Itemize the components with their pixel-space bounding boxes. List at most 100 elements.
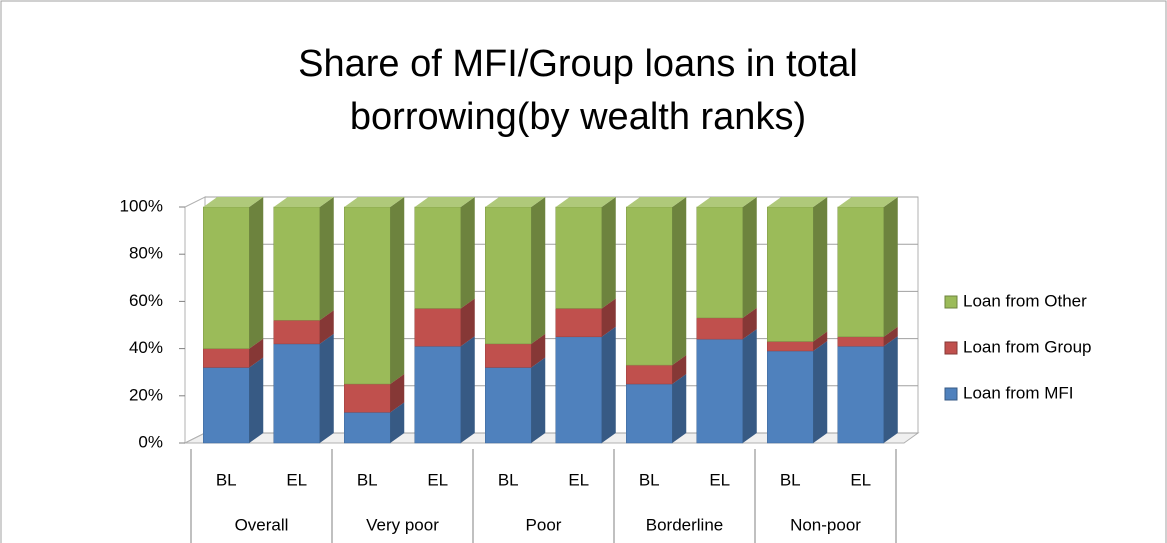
y-tick-label: 80% — [129, 244, 163, 263]
bar-side — [742, 197, 757, 318]
bar-segment — [203, 206, 250, 349]
x-tick-label: BL — [639, 470, 660, 489]
bar-side — [460, 336, 475, 443]
bar-segment — [414, 206, 461, 309]
legend-swatch — [944, 341, 958, 355]
bar-segment — [696, 338, 743, 444]
bar-side — [319, 310, 334, 344]
bar-segment — [273, 343, 320, 444]
bar-segment — [414, 308, 461, 347]
bar-side — [390, 374, 405, 413]
bar-side — [319, 333, 334, 443]
bar-segment — [203, 367, 250, 444]
y-tick-label: 40% — [129, 338, 163, 357]
y-tick-label: 100% — [120, 196, 163, 215]
bar-segment — [344, 383, 391, 413]
x-tick-label: BL — [780, 470, 801, 489]
bar-side — [672, 355, 687, 384]
y-tick-label: 20% — [129, 385, 163, 404]
bar-segment — [767, 206, 814, 342]
bar-side — [742, 307, 757, 340]
bar-side — [460, 197, 475, 309]
bar-segment — [696, 206, 743, 319]
bar-segment — [485, 343, 532, 368]
group-label: Poor — [526, 515, 562, 534]
bar-side — [531, 333, 546, 368]
bar-side — [601, 197, 616, 309]
bar-side — [742, 329, 757, 443]
bar-segment — [626, 206, 673, 366]
bar-side — [883, 326, 898, 347]
y-tick-label: 0% — [138, 432, 163, 451]
bar-top — [203, 197, 264, 207]
bar-segment — [414, 345, 461, 444]
legend-label: Loan from Other — [963, 291, 1087, 310]
bar-top — [767, 197, 828, 207]
legend-swatch — [944, 295, 958, 309]
group-label: Non-poor — [790, 515, 861, 534]
bar-top — [485, 197, 546, 207]
bar-segment — [626, 364, 673, 385]
legend-swatch — [944, 387, 958, 401]
bar-segment — [555, 336, 602, 444]
bar-side — [249, 338, 264, 368]
bar-side — [883, 336, 898, 443]
bar-top — [626, 197, 687, 207]
legend-label: Loan from Group — [963, 337, 1092, 356]
bar-top — [837, 197, 898, 207]
bar-side — [883, 197, 898, 337]
bar-top — [696, 197, 757, 207]
bar-side — [531, 197, 546, 344]
bar-segment — [837, 206, 884, 338]
bar-segment — [273, 206, 320, 321]
bar-side — [813, 197, 828, 342]
bar-segment — [344, 412, 391, 444]
x-tick-label: BL — [498, 470, 519, 489]
bar-segment — [837, 336, 884, 347]
x-tick-label: EL — [568, 470, 589, 489]
bar-side — [390, 402, 405, 443]
group-label: Very poor — [366, 515, 439, 534]
bar-segment — [344, 206, 391, 385]
x-tick-label: BL — [357, 470, 378, 489]
side-wall — [184, 196, 206, 444]
bar-side — [672, 374, 687, 443]
chart-title: Share of MFI/Group loans in total borrow… — [298, 43, 858, 138]
bar-side — [813, 331, 828, 351]
bar-segment — [767, 341, 814, 352]
bar-side — [249, 197, 264, 349]
bar-segment — [555, 206, 602, 309]
bar-segment — [485, 367, 532, 444]
bar-side — [390, 197, 405, 384]
bar-side — [601, 298, 616, 337]
bar-segment — [273, 320, 320, 345]
bar-side — [249, 357, 264, 443]
bar-side — [460, 298, 475, 347]
x-tick-label: EL — [709, 470, 730, 489]
bar-segment — [837, 345, 884, 444]
y-tick-label: 60% — [129, 291, 163, 310]
bar-segment — [555, 308, 602, 338]
group-label: Overall — [235, 515, 289, 534]
bar-segment — [767, 350, 814, 444]
bar-segment — [485, 206, 532, 345]
x-tick-label: EL — [427, 470, 448, 489]
group-label: Borderline — [646, 515, 724, 534]
bar-side — [319, 197, 334, 321]
bar-segment — [626, 383, 673, 444]
x-tick-label: EL — [850, 470, 871, 489]
bar-top — [555, 197, 616, 207]
bar-side — [601, 326, 616, 443]
bar-top — [414, 197, 475, 207]
x-tick-label: EL — [286, 470, 307, 489]
legend-label: Loan from MFI — [963, 383, 1074, 402]
bar-side — [672, 197, 687, 366]
bar-segment — [203, 348, 250, 368]
bar-top — [273, 197, 334, 207]
bar-side — [813, 340, 828, 443]
bar-top — [344, 197, 405, 207]
bar-segment — [696, 317, 743, 340]
x-tick-label: BL — [216, 470, 237, 489]
